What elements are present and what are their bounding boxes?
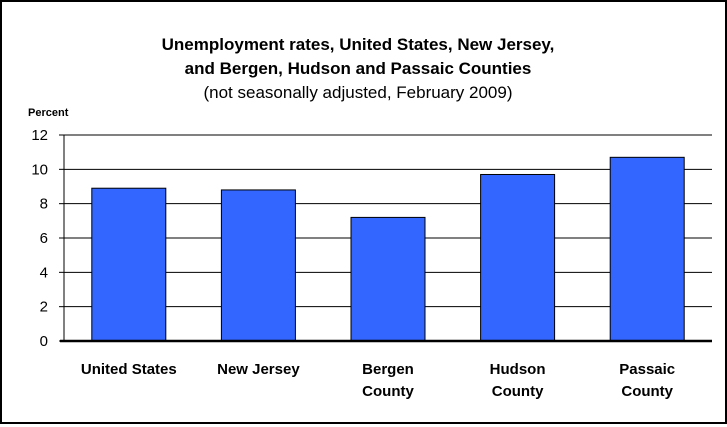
x-tick-label: County [621,383,673,400]
chart-title-line-1: Unemployment rates, United States, New J… [162,35,555,54]
y-tick-label: 12 [31,127,48,144]
y-tick-label: 8 [40,196,48,213]
bar [220,189,296,342]
y-tick-label: 2 [40,299,48,316]
bar [480,173,556,342]
bar [350,216,426,342]
bar [609,156,685,342]
x-tick-label: Bergen [362,361,414,378]
y-axis-label: Percent [28,107,69,119]
bar [91,187,167,342]
x-tick-labels: United States New Jersey Bergen County Hudso… [81,361,675,400]
chart-title-line-2: and Bergen, Hudson and Passaic Counties [185,59,532,78]
y-tick-label: 10 [31,161,48,178]
y-tick-label: 0 [40,333,48,350]
bars [91,156,685,342]
x-tick-label: County [362,383,414,400]
x-tick-label: Hudson [490,361,546,378]
y-tick-label: 4 [40,264,48,281]
chart-subtitle: (not seasonally adjusted, February 2009) [203,83,512,102]
bar-chart: Unemployment rates, United States, New J… [28,35,712,400]
x-tick-label: Passaic [619,361,675,378]
x-tick-label: United States [81,361,177,378]
x-tick-label: County [492,383,544,400]
x-tick-label: New Jersey [217,361,300,378]
axes [59,134,712,343]
y-tick-labels: 0 2 4 6 8 10 12 [31,127,48,350]
y-tick-label: 6 [40,230,48,247]
